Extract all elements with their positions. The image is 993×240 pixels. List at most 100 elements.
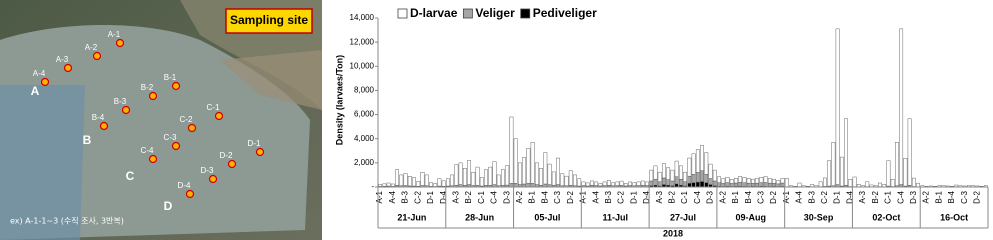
bar-segment <box>666 179 671 186</box>
bar-segment <box>882 184 887 187</box>
y-tick-label: 14,000 <box>350 13 375 22</box>
bar-segment <box>721 183 726 187</box>
x-tick-label: B-1 <box>731 190 740 203</box>
bar-segment <box>708 178 713 185</box>
zone-label: B <box>83 133 92 147</box>
bar-segment <box>522 157 527 185</box>
x-tick-label: A-2 <box>718 190 727 203</box>
bar-segment <box>704 182 709 188</box>
x-tick-label: C-1 <box>477 190 486 203</box>
bar-segment <box>674 176 679 185</box>
x-tick-label: C-4 <box>490 190 499 203</box>
x-tick-label: D-3 <box>502 190 511 203</box>
bar-segment <box>763 176 768 183</box>
bar-segment <box>784 178 789 187</box>
bar-segment <box>598 183 603 187</box>
y-tick-label: 10,000 <box>350 61 375 70</box>
bar-segment <box>645 181 649 186</box>
bar-segment <box>695 172 700 183</box>
bar-segment <box>738 182 743 187</box>
bar-segment <box>708 163 713 179</box>
bar-segment <box>556 157 560 185</box>
bar-segment <box>751 183 755 187</box>
site-marker <box>227 159 237 169</box>
group-label: 30-Sep <box>804 212 834 222</box>
site-label: B-1 <box>164 73 177 82</box>
bar-segment <box>509 183 514 188</box>
bar-segment <box>751 178 755 184</box>
x-tick-label: B-2 <box>464 190 473 203</box>
x-tick-label: A-3 <box>451 190 460 203</box>
map-note: ex) A-1-1~3 (수직 조사, 3반복) <box>10 216 124 226</box>
bar-segment <box>378 184 383 187</box>
bar-segment <box>594 181 599 186</box>
bar-segment <box>869 184 874 187</box>
x-tick-label: A-3 <box>858 190 867 203</box>
bar-segment <box>662 163 666 179</box>
bar-segment <box>606 184 611 187</box>
bar-segment <box>505 165 510 186</box>
site-label: D-1 <box>248 139 261 148</box>
legend-label: Pediveliger <box>533 6 597 20</box>
bar-segment <box>518 162 522 185</box>
site-marker <box>208 174 218 184</box>
x-tick-label: A-4 <box>388 190 397 203</box>
x-tick-label: C-1 <box>884 190 893 203</box>
x-tick-label: D-2 <box>566 190 575 203</box>
bar-segment <box>886 160 891 187</box>
bar-segment <box>704 174 709 183</box>
bar-segment <box>585 182 590 187</box>
bar-segment <box>628 181 632 186</box>
bar-segment <box>530 183 535 188</box>
bar-segment <box>526 148 531 184</box>
bar-segment <box>539 168 543 186</box>
x-tick-label: D-2 <box>769 190 778 203</box>
x-tick-label: C-2 <box>413 190 422 203</box>
x-tick-label: A-3 <box>655 190 664 203</box>
site-label: B-2 <box>141 83 154 92</box>
bar-segment <box>462 168 467 186</box>
bar-segment <box>725 177 730 183</box>
bar-segment <box>390 183 395 187</box>
bar-segment <box>395 169 399 186</box>
x-tick-label: A-1 <box>782 190 791 203</box>
bar-segment <box>683 171 688 183</box>
bar-segment <box>687 175 692 184</box>
site-label: C-2 <box>180 115 193 124</box>
site-marker <box>99 121 109 131</box>
x-tick-label: D-1 <box>833 190 842 203</box>
bar-segment <box>691 182 696 188</box>
bar-segment <box>729 179 734 184</box>
bar-segment <box>797 182 802 187</box>
bar-segment <box>695 181 700 188</box>
legend-label: D-larvae <box>410 6 458 20</box>
bar-segment <box>878 182 882 187</box>
bar-segment <box>890 179 895 187</box>
x-tick-label: D-2 <box>973 190 982 203</box>
bar-segment <box>450 174 455 186</box>
y-tick-label: 6,000 <box>354 110 375 119</box>
bar-segment <box>691 174 696 183</box>
map-title-box <box>225 8 313 34</box>
group-label: 02-Oct <box>872 212 900 222</box>
y-tick-label: 8,000 <box>354 86 375 95</box>
bar-segment <box>429 182 433 187</box>
bar-segment <box>712 169 717 182</box>
bar-segment <box>895 142 899 186</box>
bar-segment <box>767 178 772 184</box>
bar-segment <box>458 162 463 185</box>
bar-segment <box>780 177 785 184</box>
bar-segment <box>454 164 459 186</box>
bar-segment <box>424 174 429 186</box>
bar-segment <box>916 182 920 187</box>
bar-segment <box>691 153 696 175</box>
x-tick-label: D-4 <box>845 190 854 203</box>
x-tick-label: A-2 <box>922 190 931 203</box>
x-tick-label: C-1 <box>680 190 689 203</box>
x-tick-label: D-3 <box>706 190 715 203</box>
bar-segment <box>433 183 438 187</box>
bar-segment <box>852 176 857 187</box>
bar-segment <box>911 177 916 187</box>
bar-segment <box>640 180 645 186</box>
bar-segment <box>412 177 416 187</box>
